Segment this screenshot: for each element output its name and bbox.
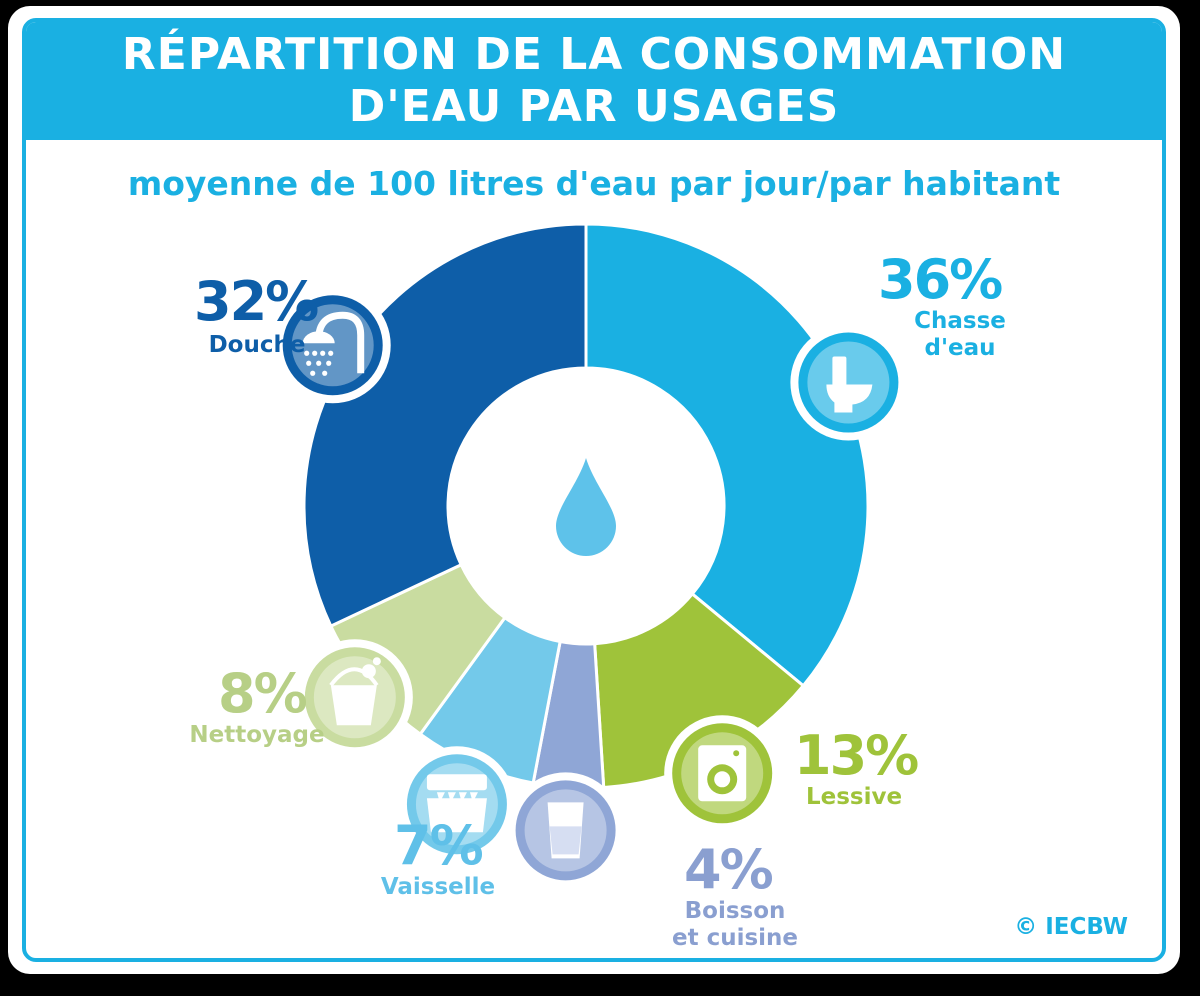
title-line-1: RÉPARTITION DE LA CONSOMMATION (121, 29, 1067, 80)
lessive-percent: 13% (794, 724, 919, 787)
lessive-label-line-1: Lessive (805, 784, 903, 810)
vaisselle-label-line-1: Vaisselle (380, 874, 496, 900)
lessive-label: Lessive (794, 784, 914, 811)
chasse-label-line-2: d'eau (924, 335, 996, 361)
nettoyage-percent: 8% (218, 662, 308, 725)
nettoyage-label: Nettoyage (182, 722, 332, 749)
dishwasher-icon (398, 746, 515, 863)
washing-machine-icon (664, 715, 781, 832)
boisson-label-line-2: et cuisine (671, 925, 799, 951)
subtitle: moyenne de 100 litres d'eau par jour/par… (127, 164, 1061, 203)
copyright: © IECBW (1014, 914, 1128, 940)
bucket-icon (296, 639, 413, 756)
donut-chart (274, 222, 907, 889)
header-banner: RÉPARTITION DE LA CONSOMMATION D'EAU PAR… (26, 22, 1162, 140)
chasse-percent: 36% (878, 248, 1003, 311)
vaisselle-percent: 7% (394, 814, 484, 877)
vaisselle-label: Vaisselle (368, 874, 508, 901)
infographic-card: RÉPARTITION DE LA CONSOMMATION D'EAU PAR… (8, 6, 1180, 974)
douche-percent: 32% (194, 270, 319, 333)
nettoyage-label-line-1: Nettoyage (189, 722, 325, 748)
title-line-2: D'EAU PAR USAGES (348, 81, 840, 132)
glass-icon (507, 772, 624, 889)
shower-icon (274, 287, 391, 404)
boisson-percent: 4% (684, 838, 774, 901)
slice-chasse (584, 222, 870, 688)
water-drop-icon (556, 458, 616, 556)
boisson-label-line-1: Boisson (684, 898, 786, 924)
boisson-label: Boisson et cuisine (660, 898, 810, 952)
toilet-icon (790, 324, 907, 441)
chasse-label: Chasse d'eau (880, 308, 1040, 362)
chasse-label-line-1: Chasse (914, 308, 1006, 334)
douche-label-line-1: Douche (208, 332, 306, 358)
douche-label: Douche (192, 332, 322, 359)
